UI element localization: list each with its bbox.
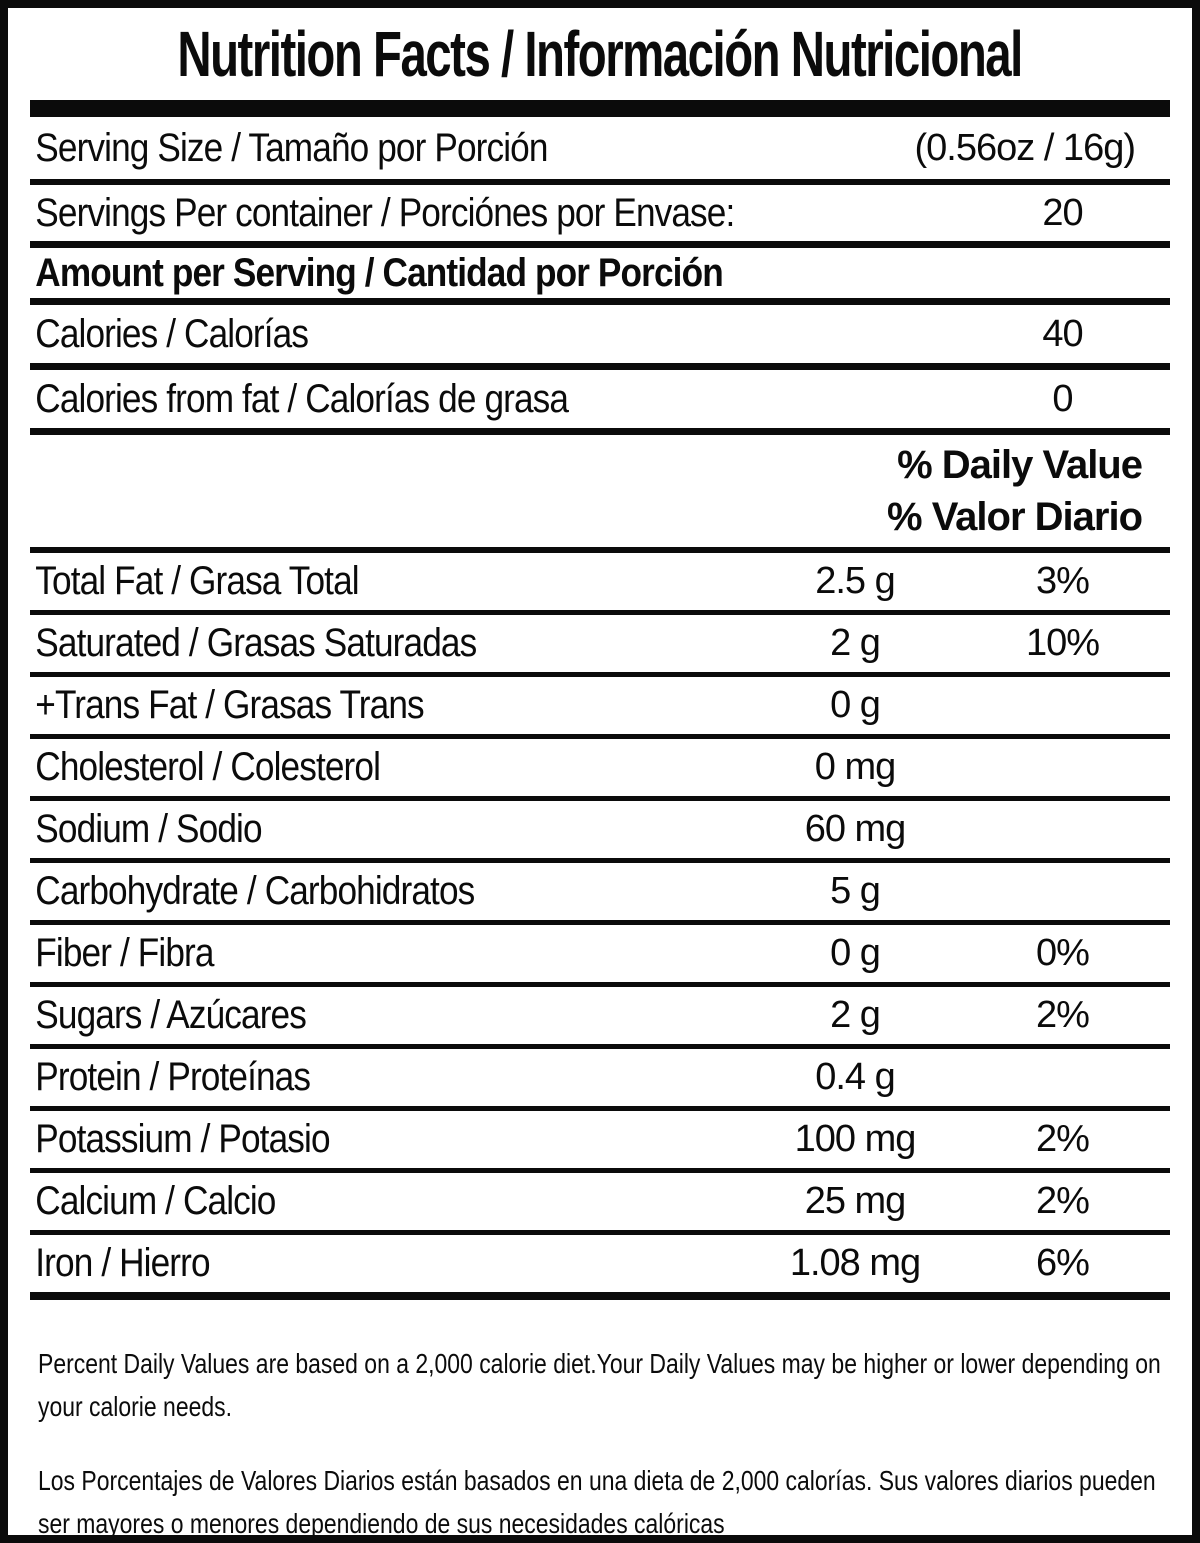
nutrient-row: Saturated / Grasas Saturadas 2 g 10% — [30, 615, 1170, 677]
serving-size-value: (0.56oz / 16g) — [914, 126, 1136, 169]
amount-per-serving-header: Amount per Serving / Cantidad por Porció… — [35, 250, 723, 295]
daily-value-header-row: % Daily Value % Valor Diario — [30, 435, 1170, 553]
nutrient-label: Sodium / Sodio — [35, 807, 262, 851]
nutrient-label: Protein / Proteínas — [35, 1055, 311, 1099]
nutrient-amount: 2 g — [830, 622, 881, 664]
serving-size-row: Serving Size / Tamaño por Porción (0.56o… — [30, 117, 1170, 185]
nutrient-dv: 2% — [1036, 994, 1090, 1036]
daily-value-line-es: % Valor Diario — [887, 495, 1143, 539]
nutrient-amount: 2 g — [830, 994, 881, 1036]
title-wrap: Nutrition Facts / Información Nutriciona… — [30, 8, 1170, 100]
label-title: Nutrition Facts / Información Nutriciona… — [177, 18, 1024, 90]
nutrient-label: Cholesterol / Colesterol — [35, 745, 381, 789]
nutrient-row: Total Fat / Grasa Total 2.5 g 3% — [30, 553, 1170, 615]
nutrient-amount: 25 mg — [804, 1180, 907, 1222]
amount-per-serving-header-row: Amount per Serving / Cantidad por Porció… — [30, 248, 1170, 305]
nutrient-row: Cholesterol / Colesterol 0 mg — [30, 739, 1170, 801]
nutrient-amount: 2.5 g — [815, 560, 896, 602]
title-divider-bar — [30, 100, 1170, 117]
nutrient-dv: 3% — [1036, 560, 1090, 602]
nutrient-dv: 0% — [1036, 932, 1090, 974]
nutrient-label: +Trans Fat / Grasas Trans — [35, 683, 424, 727]
nutrient-label: Total Fat / Grasa Total — [35, 559, 359, 603]
nutrient-amount: 60 mg — [804, 808, 907, 850]
nutrient-amount: 5 g — [830, 870, 881, 912]
calories-value: 40 — [1042, 312, 1083, 355]
nutrient-label: Saturated / Grasas Saturadas — [35, 621, 477, 665]
serving-size-label: Serving Size / Tamaño por Porción — [35, 125, 548, 170]
daily-value-line-en: % Daily Value — [897, 443, 1143, 487]
footnote-es: Los Porcentajes de Valores Diarios están… — [38, 1464, 1156, 1540]
calories-from-fat-value: 0 — [1052, 377, 1073, 420]
nutrient-label: Calcium / Calcio — [35, 1179, 276, 1223]
nutrient-label: Carbohydrate / Carbohidratos — [35, 869, 475, 913]
nutrient-row: Calcium / Calcio 25 mg 2% — [30, 1173, 1170, 1235]
calories-from-fat-row: Calories from fat / Calorías de grasa 0 — [30, 370, 1170, 435]
nutrient-row: Potassium / Potasio 100 mg 2% — [30, 1111, 1170, 1173]
nutrient-row: Protein / Proteínas 0.4 g — [30, 1049, 1170, 1111]
servings-per-container-row: Servings Per container / Porciónes por E… — [30, 185, 1170, 248]
nutrient-dv: 2% — [1036, 1180, 1090, 1222]
nutrient-row: Carbohydrate / Carbohidratos 5 g — [30, 863, 1170, 925]
nutrient-table: Total Fat / Grasa Total 2.5 g 3% Saturat… — [30, 553, 1170, 1300]
servings-per-container-value: 20 — [1042, 191, 1083, 234]
nutrient-row: +Trans Fat / Grasas Trans 0 g — [30, 677, 1170, 739]
calories-label: Calories / Calorías — [35, 311, 309, 356]
nutrient-dv: 10% — [1025, 622, 1100, 664]
nutrient-row: Sugars / Azúcares 2 g 2% — [30, 987, 1170, 1049]
nutrient-amount: 0 mg — [814, 746, 896, 788]
nutrient-dv: 2% — [1036, 1118, 1090, 1160]
nutrient-amount: 0.4 g — [815, 1056, 896, 1098]
nutrient-row: Iron / Hierro 1.08 mg 6% — [30, 1235, 1170, 1300]
nutrient-row: Fiber / Fibra 0 g 0% — [30, 925, 1170, 987]
daily-value-header: % Daily Value % Valor Diario — [887, 439, 1170, 543]
nutrient-dv: 6% — [1036, 1242, 1090, 1284]
nutrient-label: Fiber / Fibra — [35, 931, 214, 975]
calories-row: Calories / Calorías 40 — [30, 305, 1170, 370]
nutrient-row: Sodium / Sodio 60 mg — [30, 801, 1170, 863]
servings-per-container-label: Servings Per container / Porciónes por E… — [35, 190, 735, 235]
calories-from-fat-label: Calories from fat / Calorías de grasa — [35, 376, 569, 421]
nutrient-amount: 0 g — [830, 684, 881, 726]
footnote-en: Percent Daily Values are based on a 2,00… — [38, 1348, 1161, 1423]
nutrient-label: Iron / Hierro — [35, 1241, 210, 1285]
nutrient-amount: 1.08 mg — [789, 1242, 921, 1284]
nutrient-label: Sugars / Azúcares — [35, 993, 307, 1037]
nutrient-amount: 100 mg — [794, 1118, 917, 1160]
nutrient-label: Potassium / Potasio — [35, 1117, 330, 1161]
nutrient-amount: 0 g — [830, 932, 881, 974]
